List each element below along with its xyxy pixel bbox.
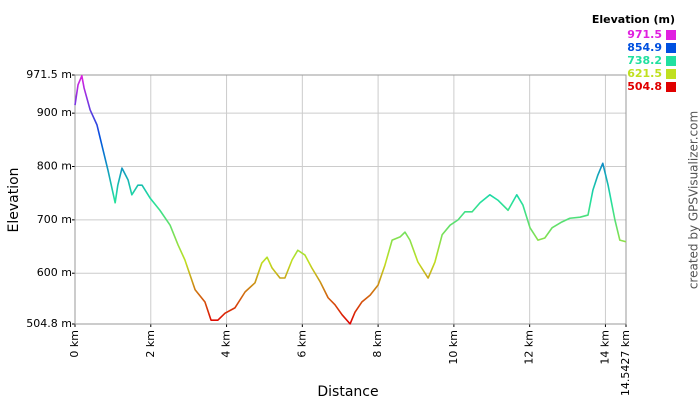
legend-swatch xyxy=(666,56,676,66)
y-tick-label: 700 m xyxy=(37,213,72,226)
x-tick-label: 6 km xyxy=(295,330,308,358)
y-tick-label: 504.8 m xyxy=(26,317,72,330)
legend-swatch xyxy=(666,43,676,53)
y-axis-title: Elevation xyxy=(6,167,22,232)
y-tick-label: 800 m xyxy=(37,160,72,173)
x-tick-label: 2 km xyxy=(144,330,157,358)
legend-label: 621.5 xyxy=(627,67,662,80)
x-tick-label: 12 km xyxy=(523,330,536,365)
x-tick-label: 10 km xyxy=(447,330,460,365)
credit: created by GPSVisualizer.com xyxy=(687,111,700,289)
x-tick-label: 14.5427 km xyxy=(619,330,632,396)
x-tick-label: 0 km xyxy=(68,330,81,358)
x-axis-title: Distance xyxy=(317,384,378,400)
legend-label: 504.8 xyxy=(627,80,662,93)
y-tick-label: 971.5 m xyxy=(26,68,72,81)
y-tick-label: 600 m xyxy=(37,266,72,279)
legend-label: 854.9 xyxy=(627,41,662,54)
legend-label: 738.2 xyxy=(627,54,662,67)
legend-swatch xyxy=(666,69,676,79)
elevation-line xyxy=(74,75,627,325)
legend-swatch xyxy=(666,30,676,40)
x-tick-label: 8 km xyxy=(371,330,384,358)
legend-title: Elevation (m) xyxy=(592,13,675,26)
legend-swatch xyxy=(666,82,676,92)
y-tick-label: 900 m xyxy=(37,106,72,119)
x-tick-label: 14 km xyxy=(598,330,611,365)
legend-label: 971.5 xyxy=(627,28,662,41)
plot-frame xyxy=(74,74,627,325)
x-tick-label: 4 km xyxy=(220,330,233,358)
